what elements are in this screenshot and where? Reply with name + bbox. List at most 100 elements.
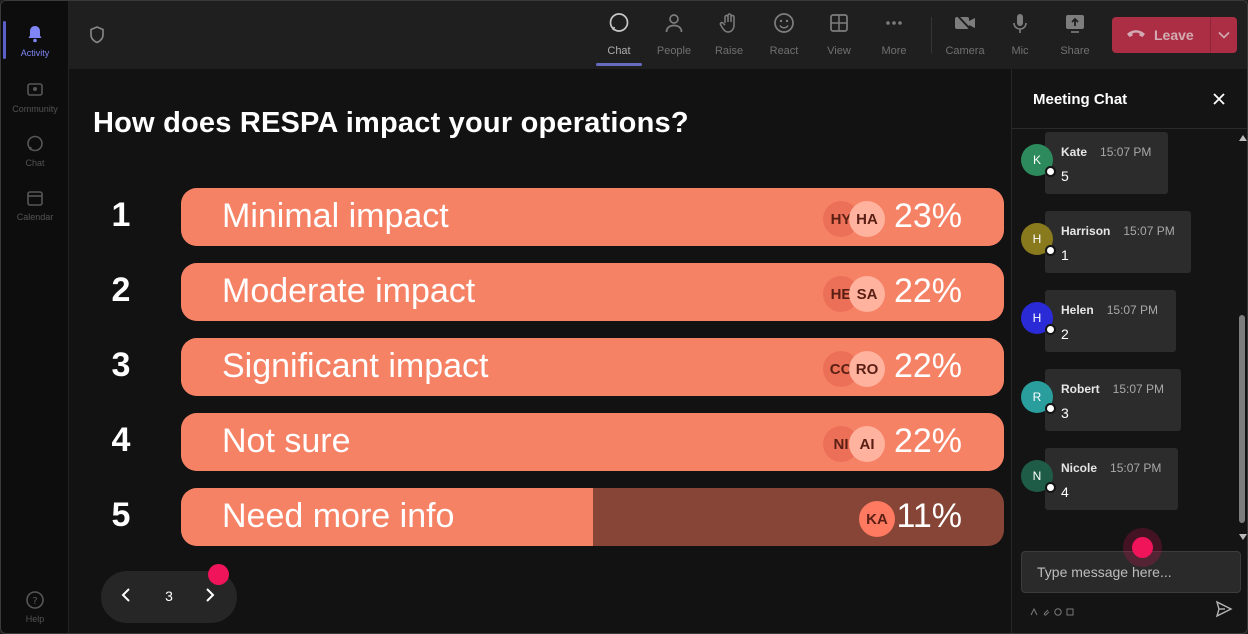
toolbar-mic-button[interactable]: Mic xyxy=(993,11,1047,61)
toolbar-more-button[interactable]: More xyxy=(867,11,921,61)
avatar-initial: R xyxy=(1032,390,1042,404)
voter-chip: KA xyxy=(859,501,895,537)
toolbar-people-button[interactable]: People xyxy=(647,11,701,61)
avatar-initial: N xyxy=(1032,469,1042,483)
presence-indicator xyxy=(1045,324,1056,335)
meeting-toolbar: Chat People Raise React View More Camera xyxy=(69,1,1247,69)
message-text: 5 xyxy=(1061,168,1069,184)
toolbar-share-button[interactable]: Share xyxy=(1048,11,1102,61)
voter-chip: AI xyxy=(849,426,885,462)
message-time: 15:07 PM xyxy=(1110,461,1162,475)
poll-option-percent: 22% xyxy=(893,347,962,385)
rail-item-chat[interactable]: Chat xyxy=(1,123,69,177)
scroll-down-button[interactable] xyxy=(1237,531,1247,541)
hand-icon xyxy=(717,11,741,35)
message-text: 1 xyxy=(1061,247,1069,263)
rail-item-help[interactable]: ? Help xyxy=(1,579,69,633)
poll-option-bar: Minimal impact HY HA 23% xyxy=(181,188,1004,246)
option-number: 4 xyxy=(111,421,131,459)
message-compose-box[interactable] xyxy=(1021,551,1241,593)
page-number: 3 xyxy=(165,588,173,604)
chat-icon xyxy=(24,133,46,155)
mic-icon xyxy=(1008,11,1032,35)
bell-icon xyxy=(24,23,46,45)
toolbar-label: Camera xyxy=(945,45,985,57)
poll-option-bar: Moderate impact HE SA 22% xyxy=(181,263,1004,321)
poll-option-bar: Significant impact CO RO 22% xyxy=(181,338,1004,396)
leave-divider xyxy=(1210,17,1211,53)
message-time: 15:07 PM xyxy=(1112,382,1165,396)
poll-option-label: Minimal impact xyxy=(222,197,449,235)
chat-divider xyxy=(1012,128,1247,129)
option-number: 2 xyxy=(111,271,131,309)
avatar[interactable]: H xyxy=(1021,223,1056,256)
poll-option-percent: 11% xyxy=(896,497,962,535)
chat-message: Helen 15:07 PM 2 xyxy=(1045,290,1176,352)
leave-button[interactable]: Leave xyxy=(1112,17,1237,53)
scroll-up-button[interactable] xyxy=(1237,132,1247,142)
toolbar-react-button[interactable]: React xyxy=(757,11,811,61)
toolbar-label: Mic xyxy=(1011,45,1029,57)
poll-option-percent: 22% xyxy=(893,272,962,310)
toolbar-raise-button[interactable]: Raise xyxy=(702,11,756,61)
triangle-down-icon xyxy=(1239,527,1247,545)
rail-item-activity[interactable]: Activity xyxy=(1,13,69,67)
avatar-initial: K xyxy=(1032,153,1041,167)
poll-option-bar: Not sure NI AI 22% xyxy=(181,413,1004,471)
chevron-right-icon xyxy=(205,587,215,608)
toolbar-view-button[interactable]: View xyxy=(812,11,866,61)
message-sender: Nicole xyxy=(1061,461,1098,475)
chat-message: Harrison 15:07 PM 1 xyxy=(1045,211,1191,273)
avatar[interactable]: K xyxy=(1021,144,1056,177)
poll-question: How does RESPA impact your operations? xyxy=(93,107,689,139)
meeting-chat-panel: Meeting Chat Kate 15:07 PM 5 K Harrison 15… xyxy=(1011,69,1247,633)
avatar[interactable]: H xyxy=(1021,302,1056,335)
rail-item-calendar[interactable]: Calendar xyxy=(1,177,69,231)
avatar[interactable]: N xyxy=(1021,460,1056,493)
option-number: 1 xyxy=(111,196,131,234)
triangle-up-icon xyxy=(1239,128,1247,146)
poll-option-label: Significant impact xyxy=(222,347,489,385)
leave-options-button[interactable] xyxy=(1211,17,1237,53)
previous-page-button[interactable] xyxy=(115,585,137,609)
share-icon xyxy=(1063,11,1087,35)
voter-chip: RO xyxy=(849,351,885,387)
compose-toolbar xyxy=(1030,603,1074,621)
message-input[interactable] xyxy=(1022,552,1240,592)
rail-item-community[interactable]: Community xyxy=(1,69,69,123)
next-page-button[interactable] xyxy=(199,585,221,609)
toolbar-chat-button[interactable]: Chat xyxy=(592,11,646,66)
leave-main-button[interactable]: Leave xyxy=(1112,17,1210,53)
voter-chip: HA xyxy=(849,201,885,237)
cursor-marker xyxy=(1132,537,1153,558)
avatar-initial: H xyxy=(1032,232,1042,246)
more-options-icon[interactable] xyxy=(1066,603,1074,621)
chat-title: Meeting Chat xyxy=(1033,91,1128,108)
format-icon[interactable] xyxy=(1030,603,1038,621)
chat-scrollbar-thumb[interactable] xyxy=(1239,315,1245,523)
presence-indicator xyxy=(1045,482,1056,493)
message-time: 15:07 PM xyxy=(1106,303,1159,317)
rail-label: Calendar xyxy=(16,211,54,222)
close-chat-button[interactable] xyxy=(1210,90,1228,108)
message-sender: Harrison xyxy=(1061,224,1111,238)
poll-results: How does RESPA impact your operations? 1… xyxy=(69,69,1011,633)
more-icon xyxy=(882,11,906,35)
phone-hangup-icon xyxy=(1126,26,1146,44)
shield-icon xyxy=(87,25,107,45)
avatar[interactable]: R xyxy=(1021,381,1056,414)
option-number: 3 xyxy=(111,346,131,384)
toolbar-label: People xyxy=(656,45,692,57)
rail-label: Activity xyxy=(20,47,50,58)
community-icon xyxy=(24,79,46,101)
poll-option-label: Moderate impact xyxy=(222,272,476,310)
close-icon xyxy=(1210,93,1228,112)
camera-off-icon xyxy=(953,11,977,35)
poll-option-label: Not sure xyxy=(222,422,351,460)
emoji-icon[interactable] xyxy=(1054,603,1062,621)
poll-option-label: Need more info xyxy=(222,497,455,535)
poll-option-percent: 22% xyxy=(893,422,962,460)
attach-icon[interactable] xyxy=(1042,603,1050,621)
send-button[interactable] xyxy=(1215,600,1233,618)
toolbar-camera-button[interactable]: Camera xyxy=(938,11,992,61)
